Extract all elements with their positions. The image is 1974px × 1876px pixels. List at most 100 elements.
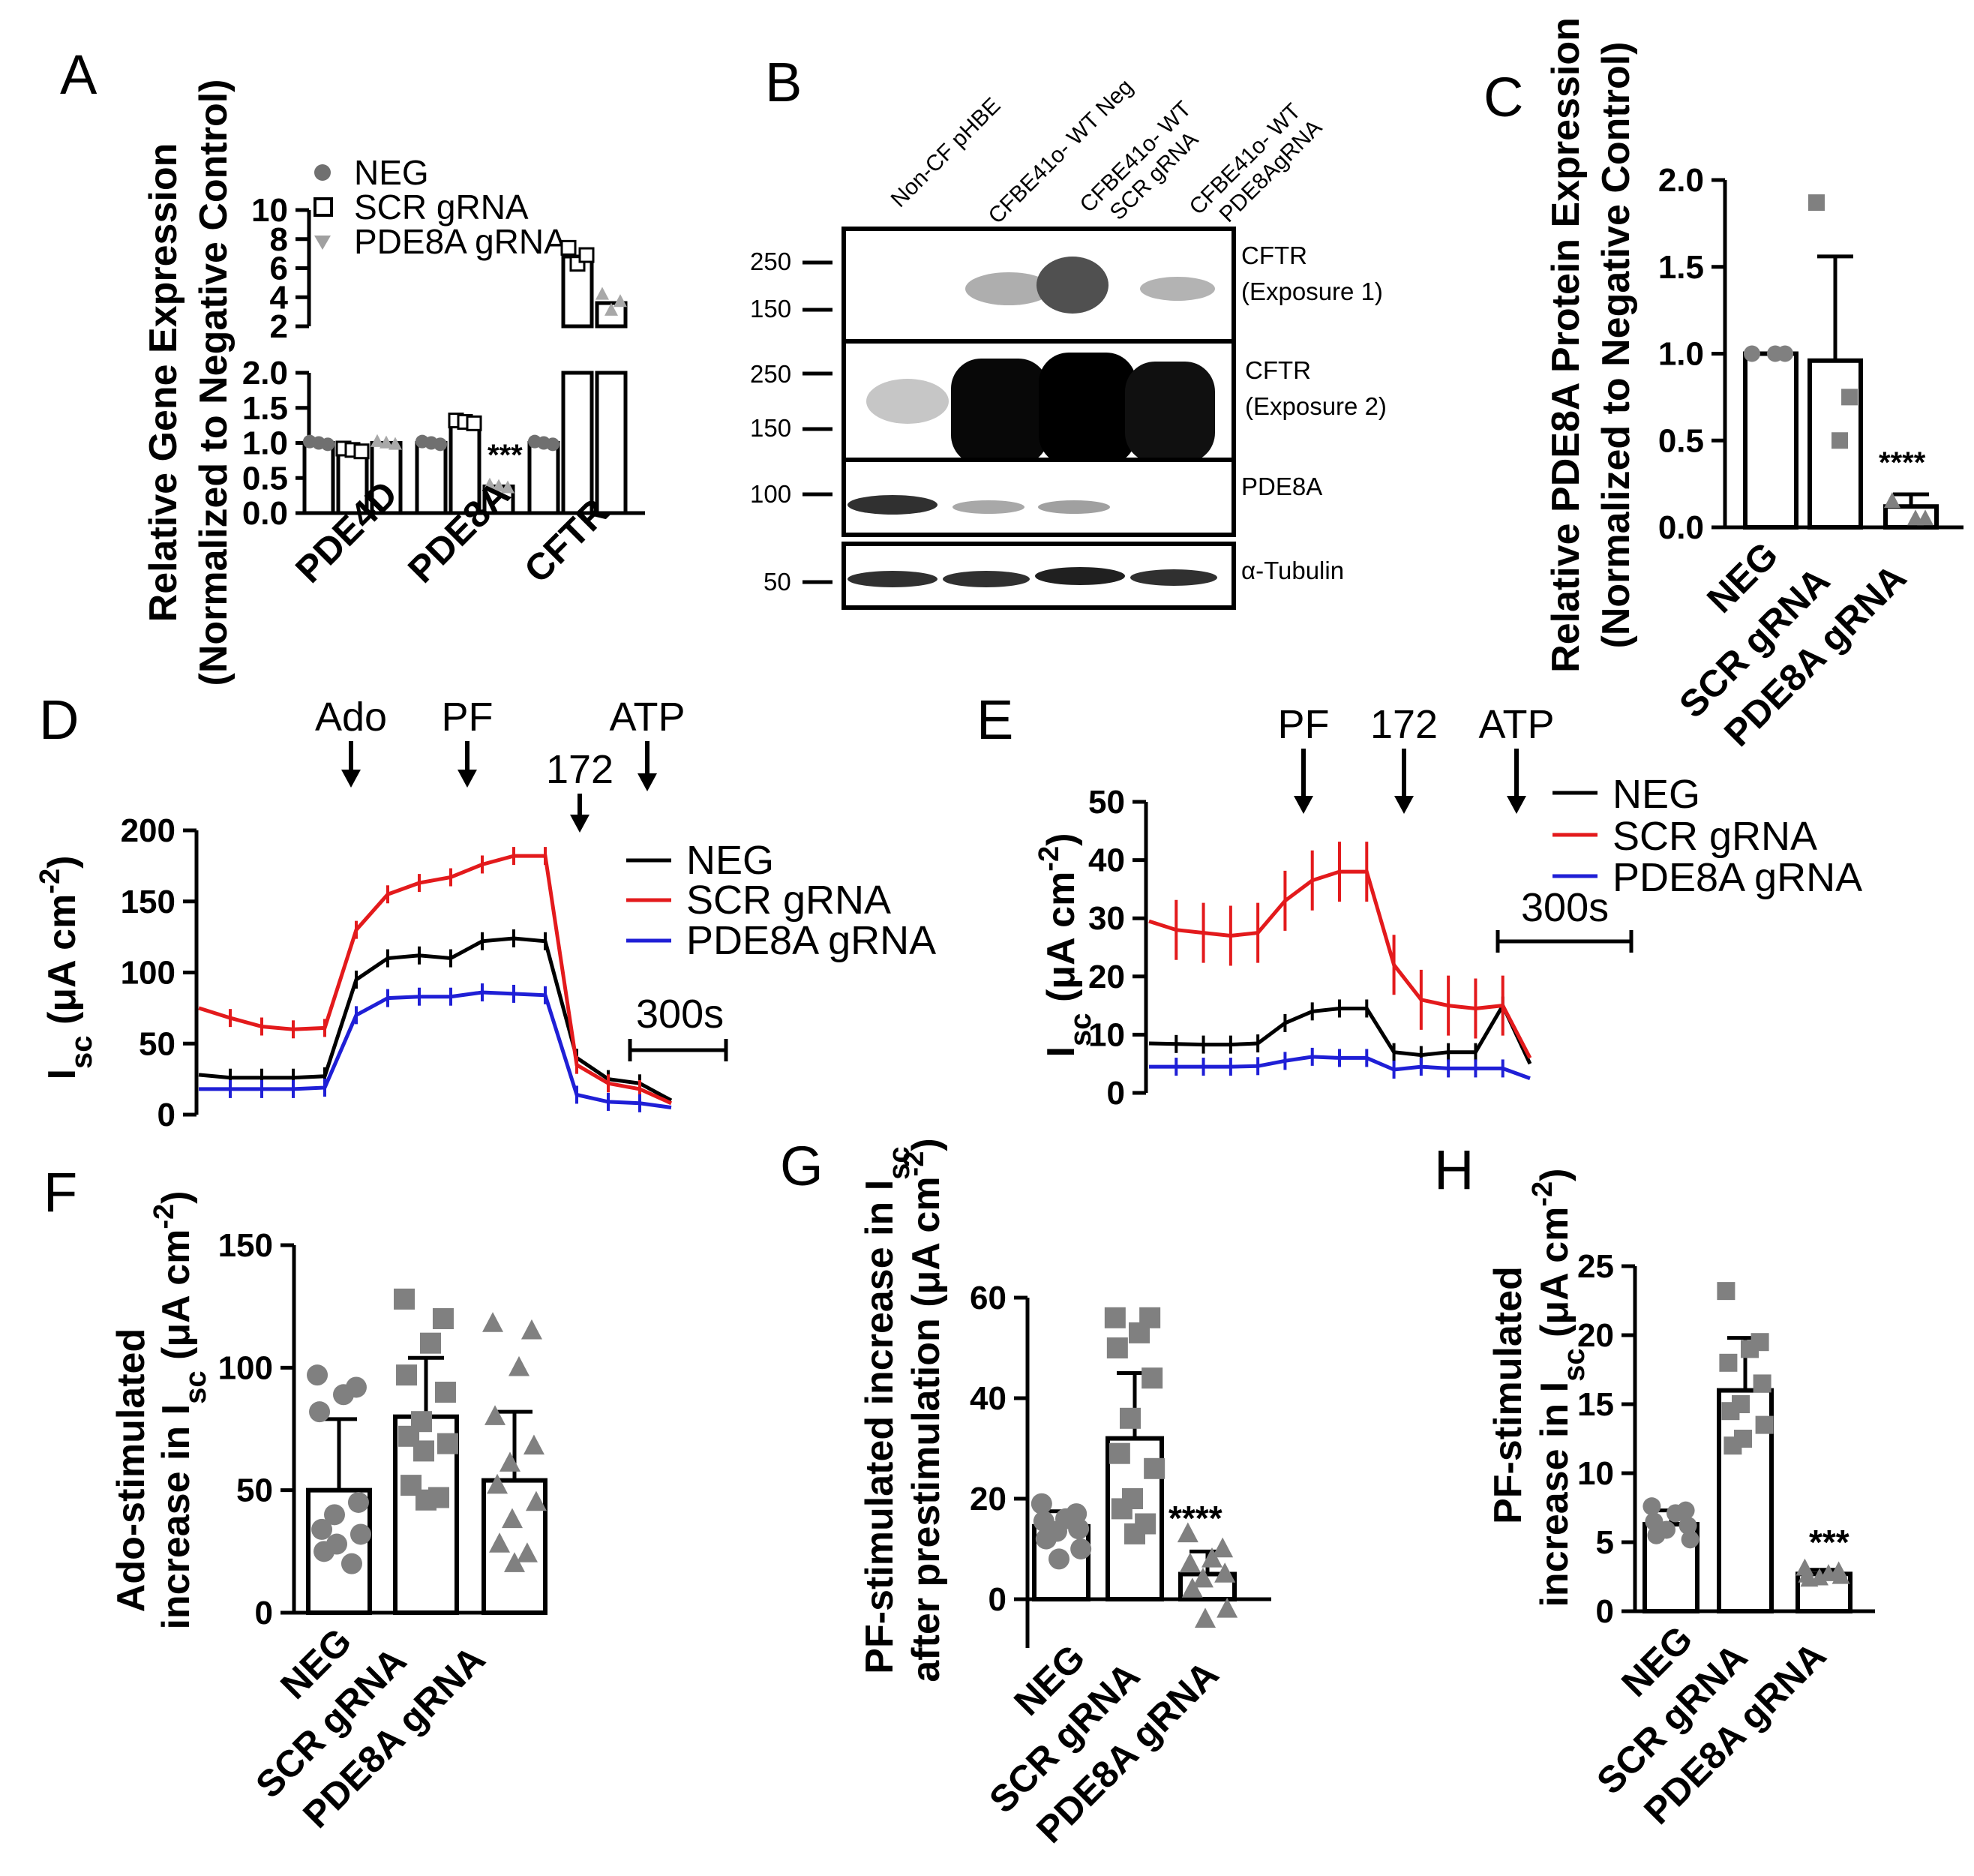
g-point-2-2: [1202, 1547, 1222, 1568]
a-up-ytick-0: 2: [270, 308, 288, 345]
f-point-0-3: [309, 1401, 331, 1423]
h-ytick-4: 20: [1577, 1317, 1614, 1354]
blot-marker-100: 100: [750, 480, 791, 508]
f-point-0-4: [347, 1492, 369, 1513]
a-up-ytick-4: 10: [251, 192, 288, 229]
a-point-1-2-0: [483, 477, 496, 491]
a-point-2-0-2: [546, 437, 560, 452]
g-point-2-4: [1214, 1562, 1236, 1583]
panel-label-g: G: [780, 1135, 824, 1197]
e-ytick-2: 20: [1088, 959, 1125, 995]
chart-d-ylabel: Isc (μA cm-2): [34, 856, 98, 1080]
a-low-ytick-2: 1.0: [242, 425, 288, 462]
e-ytick-1: 10: [1088, 1016, 1125, 1053]
a-point-0-1-2: [353, 443, 370, 460]
d-arrow-2: [570, 815, 590, 833]
c-point-1-0: [1808, 194, 1825, 212]
f-point-2-0: [482, 1312, 504, 1332]
e-ytick-0: 0: [1107, 1075, 1125, 1112]
d-arrow-1: [458, 770, 477, 788]
h-point-2-6: [1800, 1569, 1819, 1587]
c-point-2-0: [1883, 492, 1900, 509]
chart-f-ylabel-1: Ado-stimulated: [110, 1328, 153, 1612]
a-up-ytick-1: 4: [270, 279, 289, 316]
a-point-1-0-2: [434, 437, 447, 452]
g-point-1-2: [1129, 1322, 1150, 1343]
d-arrow-label-2: 172: [546, 747, 614, 792]
chart-h-ylabel-1: PF-stimulated: [1486, 1266, 1530, 1524]
panel-label-d: D: [39, 689, 79, 751]
g-point-2-1: [1212, 1537, 1234, 1558]
blot-row-3-label: PDE8A: [1241, 473, 1322, 500]
a-point-0-2-1: [380, 435, 393, 449]
panel-label-b: B: [765, 51, 802, 113]
legend-neg-marker: [314, 164, 331, 181]
chart-d: Isc (μA cm-2) 0 50 100 150 200 Ado PF 172 ATP N…: [34, 695, 936, 1133]
blot-marker-50: 50: [764, 568, 791, 596]
g-ytick-0: 0: [988, 1581, 1006, 1618]
g-point-0-8: [1048, 1548, 1070, 1570]
e-ytick-4: 40: [1088, 842, 1125, 879]
chart-d-legend-pde: PDE8A gRNA: [686, 918, 936, 963]
c-point-1-2: [1832, 432, 1848, 449]
chart-c-annotation: ****: [1879, 446, 1926, 479]
chart-a-ylabel-1: Relative Gene Expression: [142, 143, 185, 623]
chart-g-ylabel-1: PF-stimulated increase in Isc: [858, 1146, 916, 1673]
h-point-0-2: [1666, 1504, 1684, 1523]
g-point-1-9: [1111, 1498, 1132, 1520]
f-point-0-0: [307, 1364, 328, 1386]
e-ytick-3: 30: [1088, 900, 1125, 937]
g-point-2-5: [1192, 1567, 1214, 1588]
h-point-0-0: [1642, 1497, 1661, 1516]
f-point-0-6: [311, 1518, 333, 1540]
e-arrow-label-2: ATP: [1478, 702, 1554, 747]
blot-row-pde8a: [842, 458, 1236, 537]
f-point-1-1: [432, 1308, 454, 1329]
c-bar-0: [1743, 351, 1798, 530]
h-point-1-6: [1721, 1402, 1740, 1421]
blot-row-2-label: CFTR: [1245, 356, 1311, 384]
h-point-0-7: [1681, 1530, 1700, 1549]
e-arrow-label-0: PF: [1277, 702, 1329, 747]
h-point-2-4: [1832, 1566, 1850, 1584]
chart-e: Isc (μA cm-2) 0 10 20 30 40 50 PF 172 ATP NEG S…: [1034, 702, 1862, 1112]
a-up-ytick-3: 8: [270, 221, 288, 258]
d-ytick-4: 200: [121, 812, 176, 849]
g-point-2-7: [1216, 1598, 1238, 1618]
a-point-2-2-0: [596, 287, 609, 300]
blot-row-1-label: CFTR: [1241, 242, 1307, 269]
chart-d-scalebar-label: 300s: [636, 992, 724, 1037]
chart-h-annotation: ***: [1809, 1523, 1850, 1562]
legend-pde-marker: [314, 236, 331, 250]
c-point-1-1: [1841, 389, 1858, 406]
a-bar-0-0: [302, 441, 335, 515]
chart-c: Relative PDE8A Protein Expression (Norma…: [1544, 17, 1964, 755]
f-point-2-2: [508, 1355, 530, 1376]
h-point-1-0: [1717, 1282, 1736, 1301]
a-low-ytick-0: 0.0: [242, 495, 288, 532]
blot-marker-150-a: 150: [750, 295, 791, 323]
f-point-1-11: [416, 1489, 436, 1511]
a-point-0-2-0: [370, 434, 384, 447]
chart-e-legend-pde: PDE8A gRNA: [1612, 855, 1862, 900]
a-bar-2-2: [595, 371, 628, 515]
chart-g-annotation: ****: [1168, 1499, 1222, 1538]
panel-label-a: A: [60, 44, 98, 106]
legend-scr-marker: [314, 197, 333, 217]
chart-a-legend: NEG SCR gRNA PDE8A gRNA: [314, 153, 567, 261]
a-low-ytick-3: 1.5: [242, 390, 288, 427]
f-ytick-1: 50: [236, 1472, 273, 1509]
chart-c-ylabel-2: (Normalized to Negative Control): [1594, 42, 1638, 649]
blot-marker-250-a: 250: [750, 248, 791, 275]
g-point-1-0: [1104, 1307, 1126, 1328]
f-point-1-7: [436, 1433, 458, 1454]
e-arrow-label-1: 172: [1370, 702, 1438, 747]
a-point-1-2-1: [492, 479, 506, 492]
chart-a: Relative Gene Expression (Normalized to …: [142, 80, 645, 686]
a-point-2-2-1: [604, 302, 618, 316]
panel-label-c: C: [1484, 66, 1523, 128]
h-point-1-7: [1755, 1415, 1774, 1434]
f-point-1-3: [396, 1364, 418, 1386]
h-point-0-4: [1678, 1516, 1697, 1535]
c-point-0-2: [1767, 345, 1784, 362]
